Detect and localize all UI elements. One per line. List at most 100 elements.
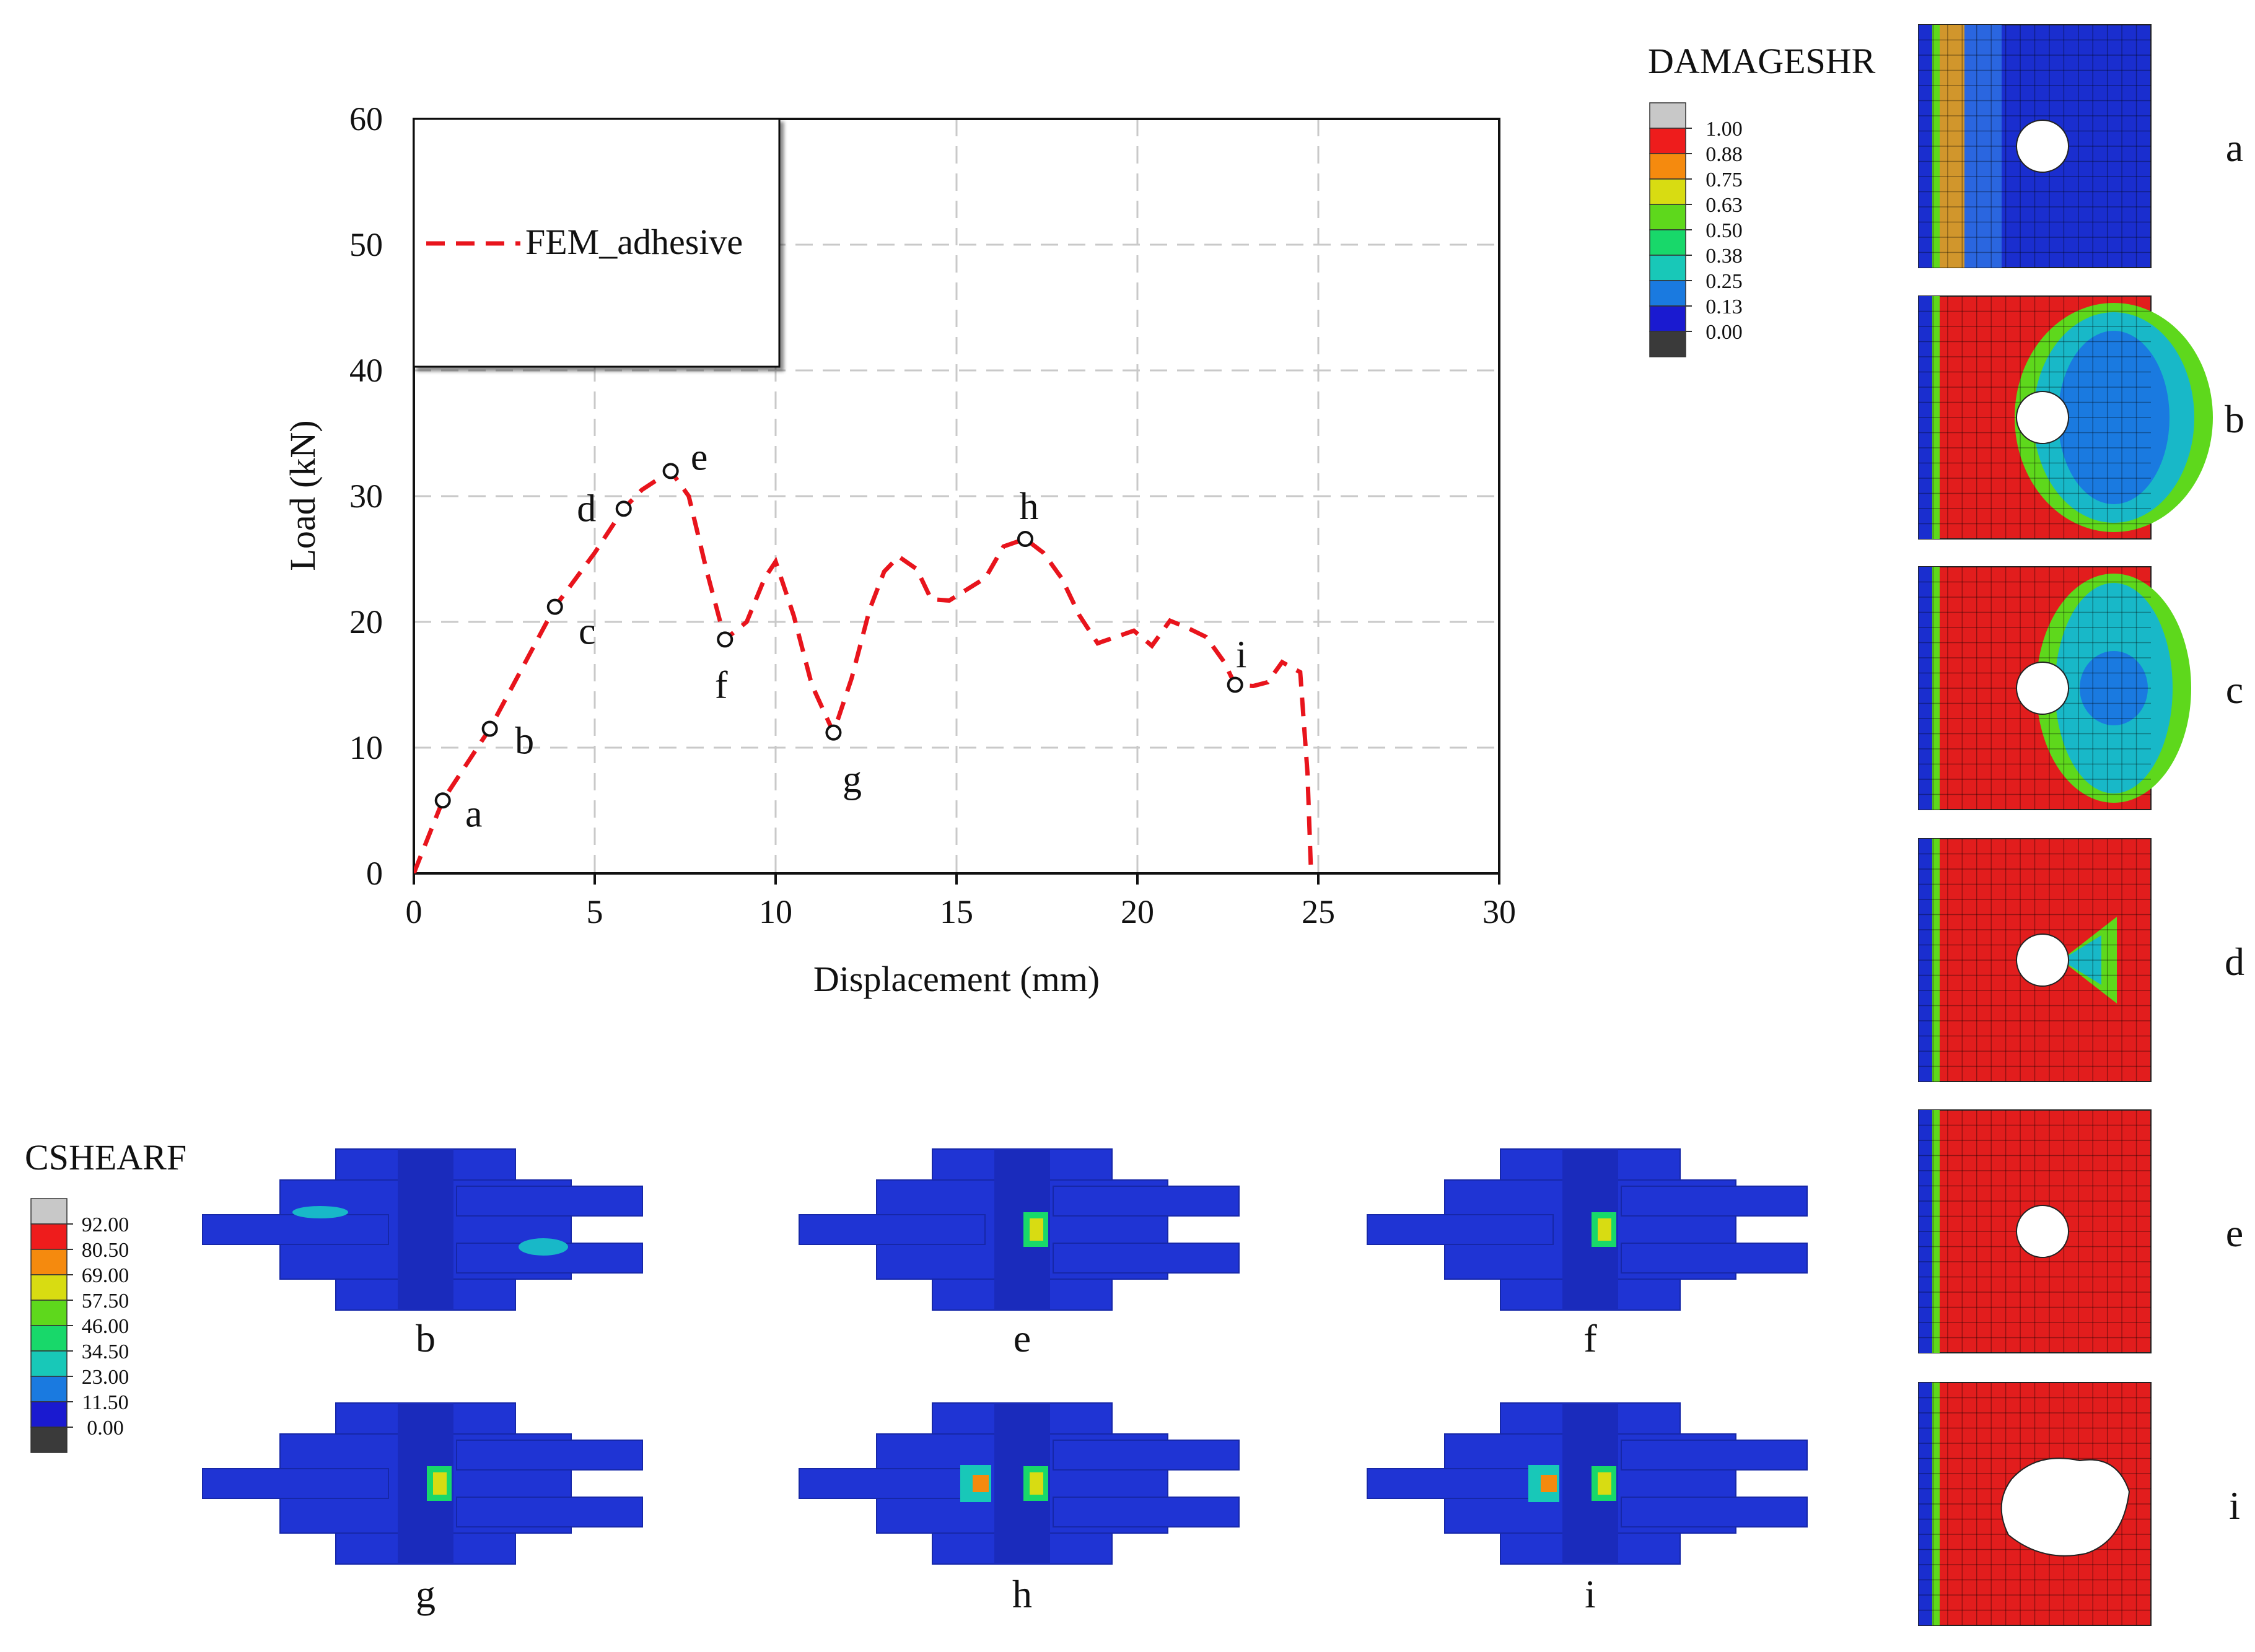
right-plate [1621, 1243, 1808, 1274]
damageshr-edge-strip [1919, 567, 1932, 810]
damageshr-contour-zone [2080, 651, 2148, 725]
right-plate [456, 1497, 643, 1527]
damageshr-contour-zone [2061, 935, 2101, 985]
cshearf-legend-value: 46.00 [82, 1315, 129, 1338]
cshearf-panel-label: b [416, 1316, 436, 1360]
x-tick-label: 10 [759, 893, 792, 930]
damageshr-edge-strip [1919, 1383, 1932, 1625]
cshearf-panel-g: g [202, 1402, 643, 1616]
legend-box [413, 118, 781, 368]
damageshr-edge-strip [1932, 839, 1940, 1082]
x-tick-label: 15 [940, 893, 973, 930]
bolt-hole [2016, 933, 2069, 987]
x-tick-label: 5 [587, 893, 603, 930]
damageshr-edge-strip [1932, 1110, 1940, 1353]
bolt-hole [2016, 662, 2069, 715]
damageshr-panel-c: c [1918, 566, 2243, 810]
cshearf-panel-e: e [799, 1148, 1240, 1360]
y-tick-label: 20 [349, 603, 383, 640]
chart-legend: FEM_adhesive [413, 118, 781, 368]
cshearf-joint-panels: b e f g h i [202, 1148, 1808, 1616]
damageshr-legend-value: 1.00 [1705, 118, 1743, 141]
shear-contour-spot [973, 1475, 989, 1492]
cshearf-panel-label: h [1012, 1572, 1032, 1616]
damageshr-contour-zone [2058, 331, 2170, 504]
right-plate [1621, 1440, 1808, 1471]
shear-contour-spot [292, 1206, 348, 1218]
damageshr-legend-value: 0.63 [1705, 194, 1743, 217]
y-tick-label: 60 [349, 100, 383, 138]
point-label-b: b [515, 720, 534, 763]
x-axis-ticks: 0 5 10 15 20 25 30 [406, 873, 1516, 930]
damageshr-legend-value: 0.25 [1705, 270, 1743, 293]
damageshr-legend-swatch [1649, 331, 1686, 357]
point-marker-c [546, 598, 563, 615]
cshearf-panel-label: e [1014, 1316, 1031, 1360]
cshearf-legend-title: CSHEARF [25, 1137, 186, 1178]
left-plate [799, 1468, 986, 1499]
point-marker-d [615, 500, 632, 517]
cshearf-legend-swatch [30, 1350, 68, 1377]
damageshr-panel-label: c [2226, 668, 2243, 712]
damageshr-legend-value: 0.75 [1705, 168, 1743, 191]
left-plate [799, 1214, 986, 1245]
cshearf-panel-f: f [1367, 1148, 1808, 1360]
damageshr-legend-value: 0.50 [1705, 219, 1743, 242]
damageshr-legend-swatch [1649, 229, 1686, 256]
cshearf-legend-value: 11.50 [82, 1391, 128, 1414]
damageshr-edge-strip [1919, 25, 1932, 268]
damageshr-panel-label: i [2229, 1484, 2240, 1527]
cshearf-panel-label: i [1585, 1572, 1596, 1616]
cshearf-panel-label: g [416, 1572, 436, 1616]
x-axis-label: Displacement (mm) [813, 959, 1100, 999]
cshearf-panel-i: i [1367, 1402, 1808, 1616]
cshearf-panel-b: b [202, 1148, 643, 1360]
bolt-hole [2016, 120, 2069, 173]
point-markers: ab c d e f g h i [434, 436, 1246, 835]
right-plate [1053, 1243, 1240, 1274]
damageshr-legend: DAMAGESHR 1.000.880.750.630.500.380.250.… [1648, 41, 1876, 357]
point-marker-e [662, 463, 679, 479]
point-marker-a [434, 792, 451, 809]
point-label-e: e [691, 436, 708, 478]
damageshr-edge-strip [1940, 25, 1964, 268]
cshearf-legend-swatch [30, 1325, 68, 1352]
damageshr-edge-strip [1932, 567, 1940, 810]
damageshr-legend-title: DAMAGESHR [1648, 41, 1876, 81]
damageshr-legend-swatch [1649, 255, 1686, 281]
right-plate [1053, 1497, 1240, 1527]
point-marker-g [825, 724, 842, 741]
damageshr-legend-swatch [1649, 305, 1686, 332]
damageshr-legend-value: 0.13 [1705, 295, 1743, 318]
damageshr-legend-swatch [1649, 128, 1686, 154]
point-label-h: h [1019, 486, 1038, 528]
damageshr-legend-value: 0.88 [1705, 143, 1743, 166]
cshearf-legend-swatch [30, 1401, 68, 1428]
damageshr-edge-strip [1932, 1383, 1940, 1625]
point-label-g: g [843, 759, 862, 801]
damageshr-contour-panels: a b c d e i [1918, 24, 2244, 1626]
point-marker-i [1227, 676, 1243, 693]
x-tick-label: 25 [1302, 893, 1335, 930]
point-marker-f [717, 631, 733, 648]
right-plate [1621, 1497, 1808, 1527]
right-plate [1053, 1186, 1240, 1217]
shear-contour-spot [1598, 1218, 1611, 1241]
load-displacement-chart: 0 5 10 15 20 25 30 0 10 20 30 40 50 60 ab c d e f g h i Dis… [282, 100, 1516, 999]
damageshr-legend-swatch [1649, 178, 1686, 205]
cshearf-legend-value: 34.50 [82, 1340, 129, 1363]
right-plate [456, 1186, 643, 1217]
damageshr-panel-label: b [2225, 397, 2244, 441]
y-tick-label: 30 [349, 478, 383, 515]
legend-label-fem-adhesive: FEM_adhesive [525, 222, 743, 262]
cshearf-legend-value: 23.00 [82, 1366, 129, 1389]
x-tick-label: 30 [1482, 893, 1516, 930]
x-tick-label: 20 [1121, 893, 1154, 930]
damageshr-color-bar: 1.000.880.75 0.630.50 0.380.250.13 0.00 [1649, 102, 1743, 357]
shear-contour-spot [519, 1238, 568, 1256]
left-plate [1367, 1214, 1554, 1245]
cshearf-legend-value: 92.00 [82, 1213, 129, 1236]
